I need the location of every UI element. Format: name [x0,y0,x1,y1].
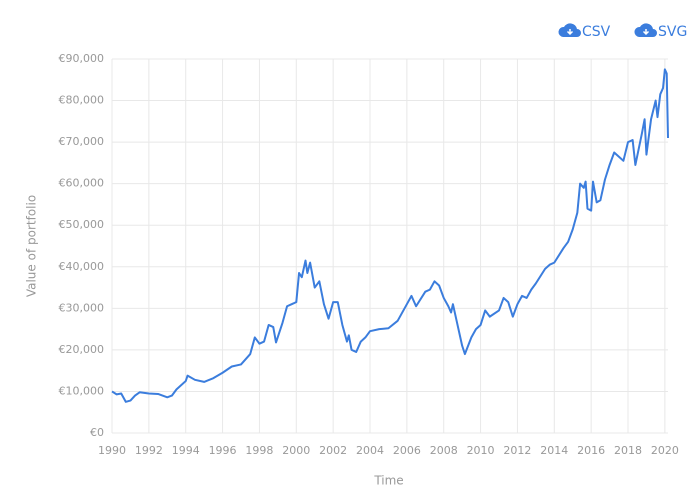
x-tick-label: 1992 [135,444,163,457]
download-arrow [566,29,574,36]
x-tick-label: 1996 [209,444,237,457]
svg-button[interactable]: SVG [634,23,687,40]
y-tick-label: €40,000 [59,260,105,273]
line [111,68,669,403]
y-tick-label: €60,000 [59,177,105,190]
x-tick-label: 2010 [467,444,495,457]
x-tick-label: 2020 [651,444,679,457]
y-tick-label: €20,000 [59,343,105,356]
x-tick-label: 2012 [503,444,531,457]
y-axis-title: Value of portfolio [25,195,39,297]
x-tick-label: 2018 [614,444,642,457]
x-tick-label: 2016 [577,444,605,457]
y-tick-label: €10,000 [59,384,105,397]
x-tick-label: 1990 [98,444,126,457]
x-tick-label: 2004 [356,444,384,457]
download-arrow [642,29,650,36]
csv-label[interactable]: CSV [582,24,611,40]
y-tick-label: €90,000 [59,52,105,65]
y-tick-label: €30,000 [59,301,105,314]
y-tick-label: €80,000 [59,94,105,107]
csv-button[interactable]: CSV [558,23,611,40]
x-tick-label: 2002 [319,444,347,457]
x-tick-label: 2000 [282,444,310,457]
y-tick-label: €70,000 [59,135,105,148]
x-tick-label: 2006 [393,444,421,457]
x-tick-label: 1998 [245,444,273,457]
svg-label[interactable]: SVG [658,24,687,40]
x-axis-title: Time [373,474,403,488]
y-tick-label: €0 [90,426,104,439]
x-tick-label: 1994 [172,444,200,457]
y-tick-label: €50,000 [59,218,105,231]
x-tick-label: 2014 [540,444,568,457]
x-tick-label: 2008 [430,444,458,457]
